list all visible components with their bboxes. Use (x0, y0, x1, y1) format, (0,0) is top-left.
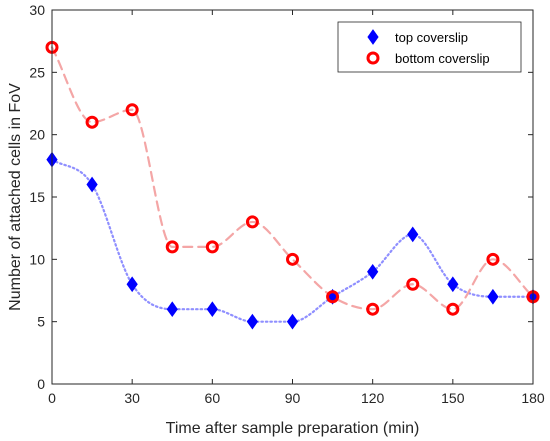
series-0-point (206, 301, 218, 318)
y-axis-label: Number of attached cells in FoV (7, 83, 24, 311)
x-axis-label: Time after sample preparation (min) (166, 420, 420, 437)
series-0-point (407, 226, 419, 243)
series-1-point (85, 115, 99, 129)
x-tick-label: 120 (361, 390, 385, 406)
series-1-point (326, 290, 340, 304)
y-tick-label: 0 (37, 376, 45, 392)
legend-marker-0 (367, 29, 379, 45)
series-1-point (406, 277, 420, 291)
series-line-1 (50, 46, 535, 311)
x-tick-label: 180 (521, 390, 545, 406)
legend-label-1: bottom coverslip (395, 51, 490, 66)
series-0-point (126, 276, 138, 293)
series-1-point (245, 215, 259, 229)
y-tick-label: 15 (29, 189, 45, 205)
series-1-point (366, 302, 380, 316)
legend-label-0: top coverslip (395, 30, 468, 45)
series-line-0 (50, 158, 535, 323)
series-0-point (487, 288, 499, 305)
y-tick-label: 30 (29, 2, 45, 18)
y-axis-ticks: 0 5 10 15 20 25 30 (29, 2, 533, 392)
series-markers (45, 40, 540, 330)
x-tick-label: 60 (205, 390, 221, 406)
series-1-point (125, 103, 139, 117)
series-1-point (205, 240, 219, 254)
series-1-point (486, 252, 500, 266)
series-1-point (446, 302, 460, 316)
series-0-point (86, 176, 98, 193)
y-tick-label: 25 (29, 64, 45, 80)
series-0-point (286, 313, 299, 330)
series-0-point (246, 313, 259, 330)
x-tick-label: 150 (441, 390, 465, 406)
y-tick-label: 5 (37, 314, 45, 330)
x-tick-label: 30 (124, 390, 140, 406)
series-curves (50, 46, 535, 323)
x-tick-label: 90 (285, 390, 301, 406)
legend-marker-1 (366, 51, 380, 65)
legend-box (337, 21, 522, 73)
y-tick-label: 10 (29, 251, 45, 267)
x-tick-label: 0 (48, 390, 56, 406)
series-1-point (165, 240, 179, 254)
series-0-point (166, 301, 178, 318)
y-tick-label: 20 (29, 127, 45, 143)
x-axis-ticks: 0 30 60 90 120 150 180 (48, 10, 545, 406)
series-0-point (447, 276, 459, 293)
series-1-point (286, 252, 299, 266)
legend: top coverslip bottom coverslip (337, 21, 522, 73)
series-0-point (367, 263, 379, 280)
